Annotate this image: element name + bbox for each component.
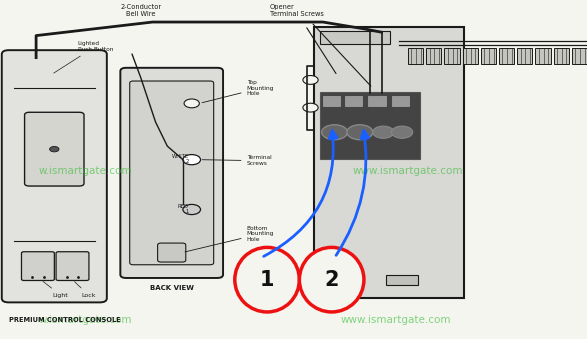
- Text: Terminal
Screws: Terminal Screws: [202, 155, 271, 166]
- Circle shape: [392, 126, 413, 138]
- FancyBboxPatch shape: [444, 48, 460, 64]
- Text: Light: Light: [43, 281, 68, 298]
- Ellipse shape: [299, 247, 364, 312]
- Bar: [320, 92, 420, 159]
- FancyBboxPatch shape: [535, 48, 551, 64]
- Ellipse shape: [235, 247, 299, 312]
- FancyBboxPatch shape: [22, 252, 55, 280]
- Text: Opener
Terminal Screws: Opener Terminal Screws: [270, 4, 324, 17]
- Circle shape: [303, 103, 318, 112]
- FancyBboxPatch shape: [2, 50, 107, 302]
- FancyBboxPatch shape: [25, 112, 84, 186]
- FancyBboxPatch shape: [56, 252, 89, 280]
- Bar: [386, 275, 418, 285]
- FancyBboxPatch shape: [463, 48, 478, 64]
- Bar: [368, 96, 386, 106]
- FancyBboxPatch shape: [499, 48, 514, 64]
- Bar: [323, 96, 340, 106]
- Text: Lock: Lock: [75, 282, 96, 298]
- Circle shape: [303, 76, 318, 84]
- Bar: [392, 96, 409, 106]
- Text: 2: 2: [325, 270, 339, 290]
- Text: Bottom
Mounting
Hole: Bottom Mounting Hole: [185, 226, 274, 252]
- Bar: [345, 96, 362, 106]
- Text: www.ismartgate.com: www.ismartgate.com: [352, 166, 463, 176]
- Circle shape: [347, 125, 373, 140]
- Bar: [320, 31, 390, 44]
- FancyBboxPatch shape: [572, 48, 587, 64]
- Text: w.ismartgate.com: w.ismartgate.com: [38, 315, 131, 325]
- Text: WHITE
2: WHITE 2: [171, 154, 189, 164]
- FancyBboxPatch shape: [517, 48, 532, 64]
- FancyBboxPatch shape: [554, 48, 569, 64]
- FancyBboxPatch shape: [130, 81, 214, 265]
- Text: Lighted
Push Button: Lighted Push Button: [53, 41, 113, 73]
- Text: 2-Conductor
Bell Wire: 2-Conductor Bell Wire: [120, 4, 161, 17]
- Text: 1: 1: [260, 270, 274, 290]
- Circle shape: [49, 146, 59, 152]
- Text: PREMIUM CONTROL CONSOLE: PREMIUM CONTROL CONSOLE: [9, 317, 120, 323]
- FancyBboxPatch shape: [120, 68, 223, 278]
- FancyBboxPatch shape: [408, 48, 423, 64]
- Text: w.ismartgate.com: w.ismartgate.com: [38, 166, 131, 176]
- Circle shape: [322, 125, 348, 140]
- Circle shape: [373, 126, 394, 138]
- Text: RED
1: RED 1: [178, 204, 189, 214]
- FancyBboxPatch shape: [481, 48, 496, 64]
- Circle shape: [183, 155, 201, 165]
- Circle shape: [184, 99, 200, 108]
- FancyBboxPatch shape: [314, 27, 464, 298]
- Circle shape: [183, 204, 201, 215]
- Text: BACK VIEW: BACK VIEW: [150, 285, 194, 291]
- Text: Top
Mounting
Hole: Top Mounting Hole: [202, 80, 274, 103]
- FancyBboxPatch shape: [426, 48, 441, 64]
- FancyBboxPatch shape: [157, 243, 185, 262]
- Text: www.ismartgate.com: www.ismartgate.com: [340, 315, 451, 325]
